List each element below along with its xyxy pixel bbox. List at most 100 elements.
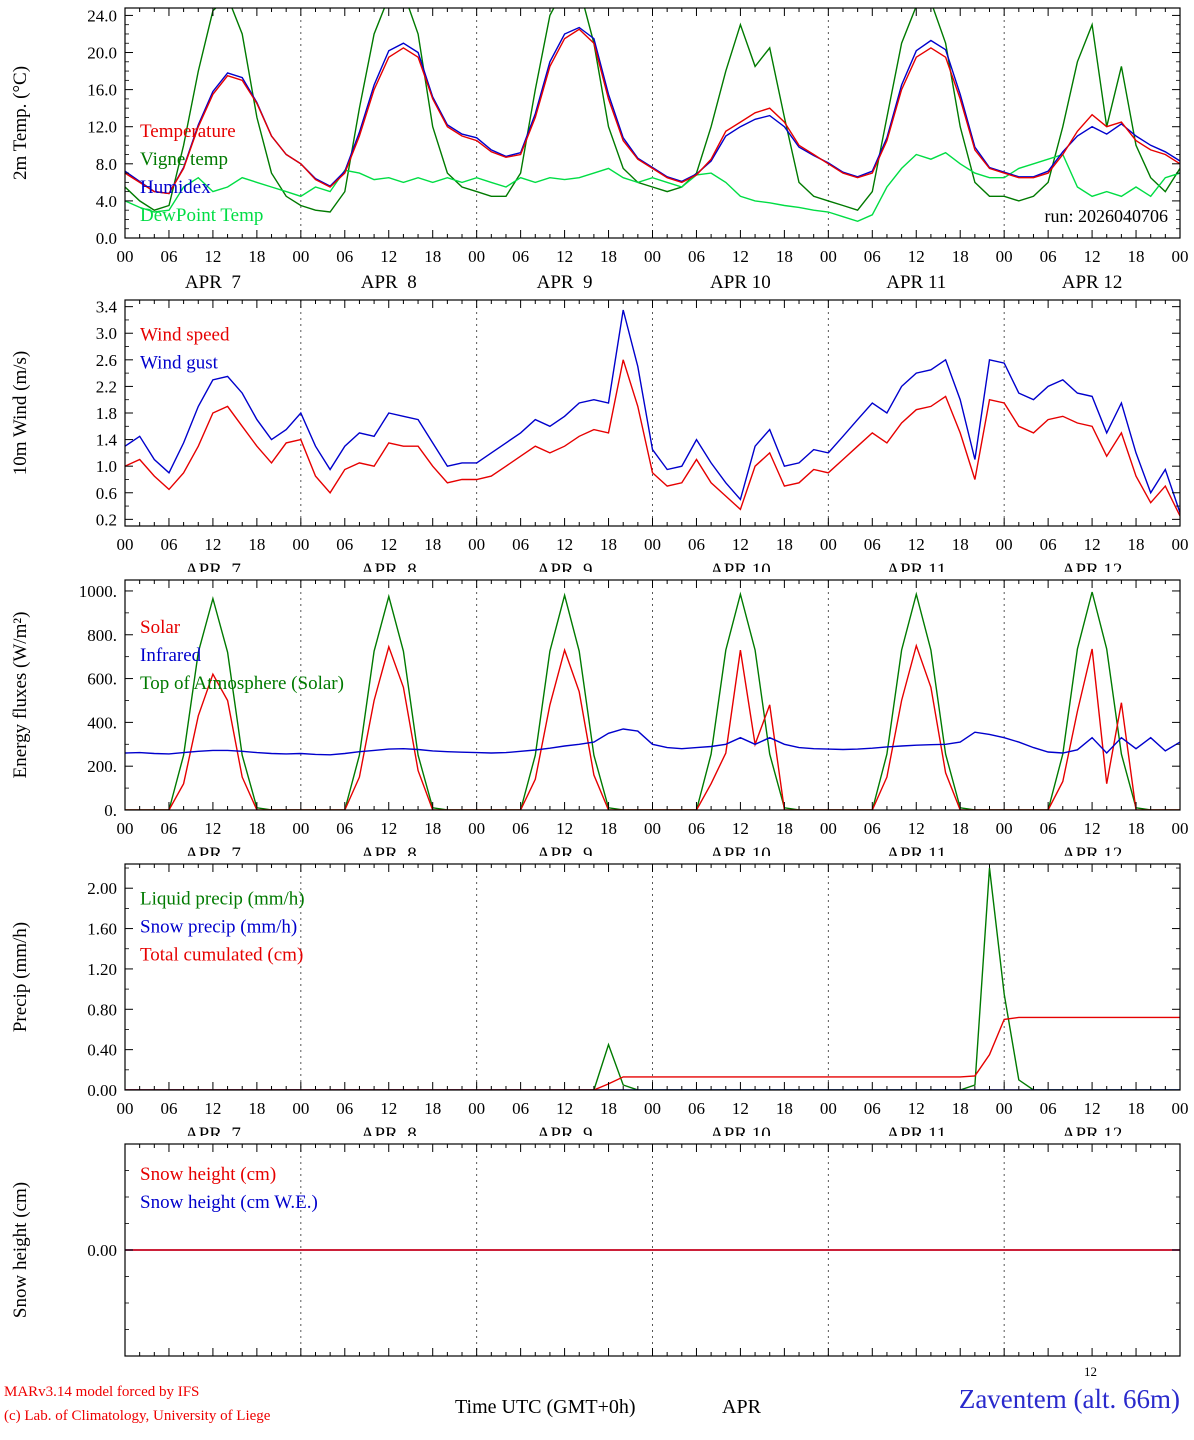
series-vigne-temp (125, 8, 1180, 213)
x-tick-label: 18 (952, 1099, 969, 1118)
day-label: APR 8 (361, 272, 417, 292)
day-label: APR 7 (185, 560, 241, 572)
x-tick-label: 00 (820, 247, 837, 266)
x-tick-label: 12 (204, 819, 221, 838)
x-tick-label: 00 (1172, 1099, 1189, 1118)
legend-humidex: Humidex (140, 177, 211, 198)
x-tick-label: 12 (1084, 1099, 1101, 1118)
x-tick-label: 00 (644, 535, 661, 554)
series-liquid-precip (125, 867, 1180, 1090)
y-tick-label: 0.40 (87, 1041, 117, 1060)
x-tick-label: 18 (248, 247, 265, 266)
chart-footer: MARv3.14 model forced by IFS (c) Lab. of… (0, 1362, 1194, 1440)
x-tick-label: 06 (1040, 535, 1057, 554)
x-tick-label: 00 (820, 1099, 837, 1118)
x-tick-label: 00 (1172, 247, 1189, 266)
y-tick-label: 20.0 (87, 44, 117, 63)
x-tick-label: 00 (996, 1099, 1013, 1118)
x-tick-label: 12 (732, 535, 749, 554)
x-tick-label: 00 (644, 819, 661, 838)
series-infrared (125, 728, 1180, 756)
x-tick-label: 18 (424, 1099, 441, 1118)
x-tick-label: 00 (820, 819, 837, 838)
day-label: APR 12 (1062, 844, 1123, 856)
x-tick-label: 18 (1128, 1099, 1145, 1118)
x-tick-label: 18 (952, 535, 969, 554)
y-tick-label: 3.0 (96, 324, 117, 343)
y-tick-label: 0.00 (87, 1081, 117, 1100)
day-label: APR 12 (1062, 1124, 1123, 1136)
day-label: APR 10 (710, 272, 771, 292)
y-tick-label: 200. (87, 757, 117, 776)
day-label: APR 12 (1062, 560, 1123, 572)
y-tick-label: 4.0 (96, 192, 117, 211)
month-label: APR (722, 1396, 761, 1418)
x-tick-label: 12 (380, 247, 397, 266)
x-tick-label: 12 (732, 247, 749, 266)
x-tick-label: 00 (468, 535, 485, 554)
x-tick-label: 06 (864, 535, 881, 554)
x-tick-label: 00 (820, 535, 837, 554)
y-tick-label: 2.6 (96, 351, 117, 370)
model-credit-line2: (c) Lab. of Climatology, University of L… (4, 1408, 271, 1424)
x-tick-label: 06 (512, 819, 529, 838)
x-tick-label: 00 (117, 535, 134, 554)
y-tick-label: 0.6 (96, 484, 117, 503)
x-tick-label: 00 (1172, 535, 1189, 554)
x-tick-label: 06 (688, 247, 705, 266)
y-axis-title: 10m Wind (m/s) (10, 351, 31, 476)
x-tick-label: 12 (556, 247, 573, 266)
legend-wind-gust: Wind gust (140, 353, 219, 374)
model-credit-line1: MARv3.14 model forced by IFS (4, 1384, 200, 1400)
day-label: APR 11 (886, 560, 946, 572)
y-tick-label: 1000. (79, 582, 117, 601)
x-tick-label: 18 (248, 1099, 265, 1118)
y-axis-title: 2m Temp. (°C) (10, 66, 31, 180)
legend-dewpoint-temp: DewPoint Temp (140, 205, 263, 226)
x-tick-label: 06 (336, 1099, 353, 1118)
y-tick-label: 0.0 (96, 229, 117, 248)
series-temperature (125, 28, 1180, 195)
y-tick-label: 3.4 (96, 298, 118, 317)
x-tick-label: 06 (864, 247, 881, 266)
x-tick-label: 00 (996, 247, 1013, 266)
legend-snow-height-cm-w-e: Snow height (cm W.E.) (140, 1192, 318, 1213)
legend-snow-precip-mm-h: Snow precip (mm/h) (140, 917, 297, 938)
legend-solar: Solar (140, 617, 181, 638)
x-tick-label: 00 (1172, 819, 1189, 838)
x-tick-label: 12 (908, 819, 925, 838)
day-label: APR 10 (710, 1124, 771, 1136)
panel-snow: 0.00 Snow height (cm) Snow height (cm W.E.… (10, 1143, 1181, 1357)
x-tick-label: 00 (468, 1099, 485, 1118)
x-tick-label: 00 (468, 247, 485, 266)
day-label: APR 9 (537, 560, 593, 572)
x-tick-label: 06 (336, 819, 353, 838)
y-axis-title: Snow height (cm) (10, 1182, 31, 1318)
x-tick-label: 00 (468, 819, 485, 838)
x-tick-label: 18 (600, 1099, 617, 1118)
x-tick-label: 06 (336, 247, 353, 266)
y-tick-label: 1.0 (96, 457, 117, 476)
x-tick-label: 06 (512, 247, 529, 266)
x-tick-label: 12 (1084, 535, 1101, 554)
x-tick-label: 06 (512, 535, 529, 554)
x-tick-label: 18 (424, 247, 441, 266)
panel-temperature: 00 06 12 18 00 06 12 18 00 06 12 18 00 06 12 18 00 06 12 18… (10, 6, 1189, 292)
x-tick-label: 06 (688, 819, 705, 838)
x-tick-label: 06 (160, 535, 177, 554)
day-label: APR 8 (361, 844, 417, 856)
x-tick-label: 00 (292, 819, 309, 838)
legend-liquid-precip-mm-h: Liquid precip (mm/h) (140, 889, 305, 910)
day-label: APR 10 (710, 560, 771, 572)
y-tick-label: 600. (87, 670, 117, 689)
x-tick-label: 18 (776, 819, 793, 838)
x-tick-label: 18 (424, 819, 441, 838)
x-tick-label: 06 (688, 535, 705, 554)
y-tick-label: 0.00 (87, 1241, 117, 1260)
x-tick-label: 06 (1040, 1099, 1057, 1118)
legend-infrared: Infrared (140, 645, 202, 666)
x-tick-label: 06 (688, 1099, 705, 1118)
x-tick-label: 12 (908, 1099, 925, 1118)
series-wind-gust (125, 309, 1180, 513)
legend-total-cumulated-cm: Total cumulated (cm) (140, 945, 303, 966)
